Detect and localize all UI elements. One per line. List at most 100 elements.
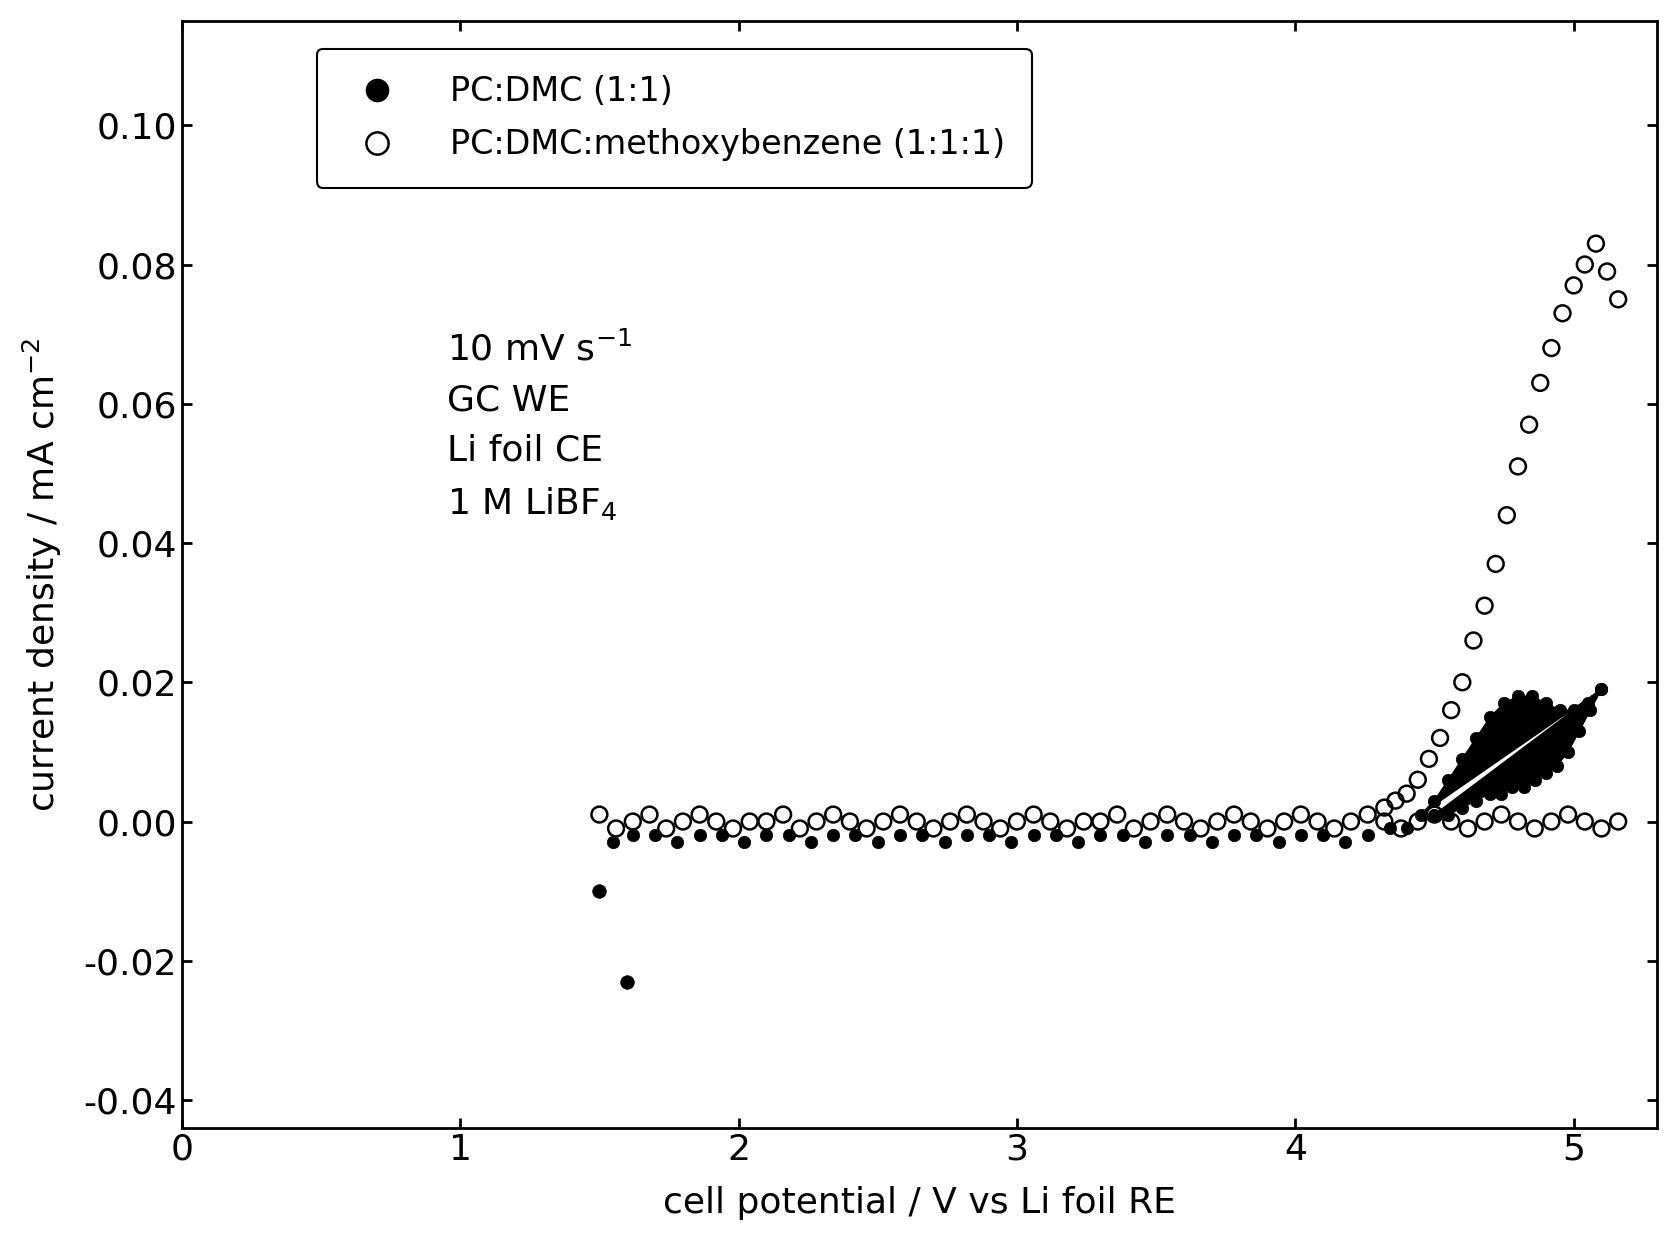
- Point: [1571, 812, 1597, 831]
- Point: [775, 825, 802, 845]
- Point: [1003, 812, 1030, 831]
- Point: [1522, 769, 1549, 789]
- Point: [821, 804, 847, 824]
- Point: [1071, 812, 1097, 831]
- Point: [1498, 777, 1525, 797]
- Point: [708, 825, 735, 845]
- Point: [842, 825, 869, 845]
- Point: [1490, 694, 1517, 714]
- Point: [1203, 812, 1230, 831]
- Polygon shape: [1421, 689, 1601, 814]
- Point: [1522, 819, 1549, 839]
- Point: [1087, 812, 1114, 831]
- Point: [975, 825, 1002, 845]
- Point: [1332, 833, 1359, 853]
- Point: [1515, 414, 1542, 434]
- Point: [1270, 812, 1297, 831]
- Point: [1109, 825, 1136, 845]
- Point: [1561, 700, 1587, 720]
- Point: [1354, 804, 1381, 824]
- Point: [1287, 825, 1314, 845]
- Point: [1220, 804, 1247, 824]
- Point: [753, 812, 780, 831]
- Point: [1408, 804, 1435, 824]
- Point: [1493, 505, 1520, 525]
- Point: [1393, 784, 1420, 804]
- Point: [1287, 804, 1314, 824]
- Point: [1448, 798, 1475, 818]
- Point: [1587, 679, 1614, 699]
- Point: [1488, 804, 1515, 824]
- Point: [1311, 825, 1337, 845]
- Point: [641, 825, 668, 845]
- Point: [1376, 819, 1403, 839]
- Point: [1421, 791, 1448, 810]
- Point: [602, 819, 629, 839]
- Point: [1549, 303, 1576, 323]
- Point: [664, 833, 691, 853]
- Point: [1421, 804, 1448, 824]
- Point: [1554, 742, 1581, 762]
- Point: [1421, 804, 1448, 824]
- Point: [670, 812, 696, 831]
- Point: [1594, 262, 1621, 282]
- Point: [1539, 812, 1566, 831]
- Point: [1532, 763, 1559, 783]
- Point: [1463, 791, 1490, 810]
- Point: [1416, 748, 1443, 768]
- Point: [1544, 756, 1571, 776]
- Point: [909, 825, 936, 845]
- Point: [1438, 812, 1465, 831]
- Point: [636, 804, 663, 824]
- Point: [1477, 784, 1503, 804]
- Point: [1455, 819, 1482, 839]
- Point: [1383, 791, 1410, 810]
- Point: [787, 819, 814, 839]
- Point: [1435, 769, 1462, 789]
- Point: [1054, 819, 1081, 839]
- Point: [837, 812, 864, 831]
- Point: [1463, 728, 1490, 748]
- Point: [1388, 819, 1415, 839]
- Point: [1566, 721, 1592, 741]
- Point: [1404, 769, 1431, 789]
- Point: [586, 881, 612, 901]
- Point: [1154, 825, 1181, 845]
- Point: [1505, 457, 1532, 477]
- Point: [1393, 819, 1420, 839]
- Point: [1131, 833, 1158, 853]
- Point: [686, 804, 713, 824]
- Point: [1243, 825, 1270, 845]
- Point: [1477, 707, 1503, 727]
- Point: [770, 804, 797, 824]
- Point: [931, 833, 958, 853]
- Point: [686, 825, 713, 845]
- Point: [1547, 700, 1574, 720]
- Point: [703, 812, 730, 831]
- Point: [1510, 777, 1537, 797]
- Point: [936, 812, 963, 831]
- Point: [1582, 233, 1609, 253]
- Point: [1371, 812, 1398, 831]
- Point: [1066, 833, 1092, 853]
- Point: [998, 833, 1025, 853]
- Point: [1371, 798, 1398, 818]
- Point: [1337, 812, 1364, 831]
- Point: [1554, 804, 1581, 824]
- Point: [1561, 276, 1587, 295]
- Text: 10 mV s$^{-1}$
GC WE
Li foil CE
1 M LiBF$_4$: 10 mV s$^{-1}$ GC WE Li foil CE 1 M LiBF…: [448, 331, 633, 521]
- Point: [953, 804, 980, 824]
- Point: [1574, 694, 1601, 714]
- Point: [1171, 812, 1198, 831]
- Point: [753, 825, 780, 845]
- Point: [737, 812, 763, 831]
- Point: [1438, 700, 1465, 720]
- Point: [1265, 833, 1292, 853]
- Point: [1354, 825, 1381, 845]
- Point: [1505, 812, 1532, 831]
- Point: [720, 819, 747, 839]
- Point: [1435, 804, 1462, 824]
- Point: [1539, 338, 1566, 357]
- Point: [1188, 819, 1215, 839]
- Point: [1577, 700, 1604, 720]
